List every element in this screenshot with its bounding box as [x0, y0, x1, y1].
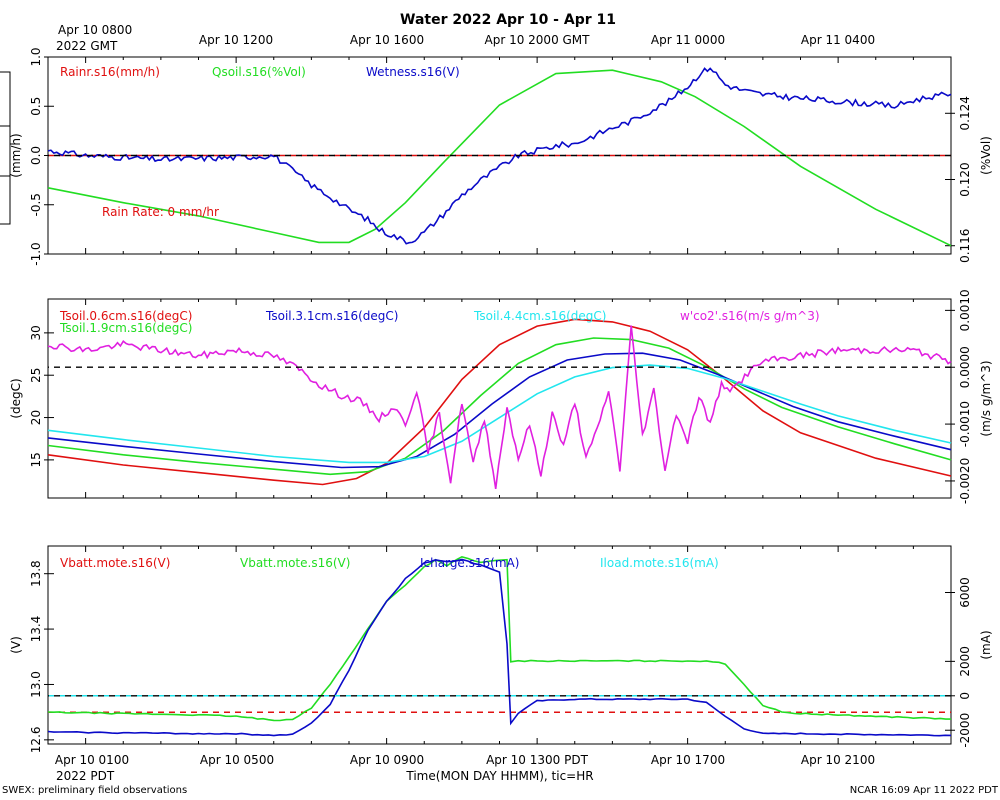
y-tick-label-right: 0.116: [958, 229, 972, 263]
y-tick-label-left: -1.0: [29, 242, 43, 265]
y-tick-label-right: 0: [958, 692, 972, 700]
top-tick-label: Apr 10 1200: [199, 33, 273, 47]
y-tick-label-left: -0.5: [29, 193, 43, 216]
legend-wco2: w'co2'.s16(m/s g/m^3): [680, 309, 820, 323]
y-tick-label-left: 25: [29, 368, 43, 383]
y-tick-label-right: 0.0000: [958, 346, 972, 388]
series-line-green: [47, 69, 952, 247]
bottom-tick-label: Apr 10 1300 PDT: [486, 753, 588, 767]
series-line-red: [47, 318, 952, 486]
y-tick-label-left: 20: [29, 410, 43, 425]
bottom-year-label: 2022 PDT: [56, 769, 115, 783]
y-tick-label-right: -0.0010: [958, 401, 972, 447]
chart-title: Water 2022 Apr 10 - Apr 11: [400, 12, 616, 28]
legend-icharge: Icharge.s16(mA): [420, 556, 519, 570]
bottom-tick-label: Apr 10 1700: [651, 753, 725, 767]
series-line-blue: [47, 352, 952, 469]
y-tick-label-right: 0.120: [958, 162, 972, 196]
legend-qsoil: Qsoil.s16(%Vol): [212, 65, 306, 79]
rain-rate-annotation: Rain Rate: 0 mm/hr: [102, 205, 219, 219]
top-tick-label: Apr 11 0000: [651, 33, 725, 47]
footer-left: SWEX: preliminary field observations: [2, 785, 187, 796]
panel-soil-temperature: 15 20 25 30 -0.0020 -0.0010 0.0000 0.0010 (degC)…: [9, 289, 993, 504]
y-tick-label-right: 0.0010: [958, 289, 972, 331]
legend-vbatt-green: Vbatt.mote.s16(V): [240, 556, 350, 570]
top-tick-label: Apr 10 2000 GMT: [485, 33, 591, 47]
y-tick-label-right: 2000: [958, 646, 972, 677]
series-line-green: [47, 555, 951, 722]
y-axis-label-right: (m/s g/m^3): [979, 360, 993, 436]
legend-tsoil-44: Tsoil.4.4cm.s16(degC): [473, 309, 607, 323]
side-box: [0, 71, 11, 225]
legend-tsoil-31: Tsoil.3.1cm.s16(degC): [265, 309, 399, 323]
y-tick-label-right: 0.124: [958, 96, 972, 130]
y-tick-label-right: -0.0020: [958, 458, 972, 504]
footer-right: NCAR 16:09 Apr 11 2022 PDT: [850, 785, 999, 796]
bottom-tick-label: Apr 10 2100: [801, 753, 875, 767]
legend-vbatt-red: Vbatt.mote.s16(V): [60, 556, 170, 570]
series-line-green: [47, 337, 952, 476]
x-axis-label: Time(MON DAY HHMM), tic=HR: [405, 769, 593, 783]
panel-water: -1.0 -0.5 0.0 0.5 1.0 0.116 0.120 0.124 (mm/h) (%…: [9, 47, 993, 265]
top-start-label-1: Apr 10 0800: [58, 23, 132, 37]
y-tick-label-left: 13.0: [29, 671, 43, 698]
y-tick-label-left: 0.0: [29, 146, 43, 165]
y-tick-label-left: 13.4: [29, 616, 43, 643]
series-line-cyan: [47, 364, 952, 464]
y-tick-label-left: 0.5: [29, 97, 43, 116]
series-line-blue: [47, 67, 952, 245]
series-line-magenta: [47, 325, 952, 490]
y-axis-label-right: (%Vol): [979, 136, 993, 175]
y-tick-label-right: 6000: [958, 577, 972, 608]
y-tick-label-left: 12.6: [29, 726, 43, 753]
legend-tsoil-19: Tsoil.1.9cm.s16(degC): [59, 321, 193, 335]
series-line-blue: [47, 558, 952, 737]
bottom-tick-label: Apr 10 0900: [350, 753, 424, 767]
y-axis-label-left: (degC): [9, 378, 23, 418]
y-tick-label-left: 13.8: [29, 560, 43, 587]
top-start-label-2: 2022 GMT: [56, 39, 118, 53]
top-tick-label: Apr 10 1600: [350, 33, 424, 47]
legend-tsoil-06: Tsoil.0.6cm.s16(degC): [59, 309, 193, 323]
bottom-tick-label: Apr 10 0500: [200, 753, 274, 767]
legend-iload: Iload.mote.s16(mA): [600, 556, 719, 570]
y-axis-label-right: (mA): [979, 630, 993, 659]
y-axis-label-left: (V): [9, 636, 23, 654]
legend-rainr: Rainr.s16(mm/h): [60, 65, 160, 79]
y-axis-label-left: (mm/h): [9, 133, 23, 177]
panel-power: 12.6 13.0 13.4 13.8 -2000 0 2000 6000 (V) (mA): [9, 546, 993, 753]
y-tick-label-left: 15: [29, 452, 43, 467]
bottom-tick-label: Apr 10 0100: [55, 753, 129, 767]
y-tick-label-right: -2000: [958, 713, 972, 748]
y-tick-label-left: 1.0: [29, 47, 43, 66]
top-tick-label: Apr 11 0400: [801, 33, 875, 47]
legend-wetness: Wetness.s16(V): [366, 65, 460, 79]
y-tick-label-left: 30: [29, 325, 43, 340]
